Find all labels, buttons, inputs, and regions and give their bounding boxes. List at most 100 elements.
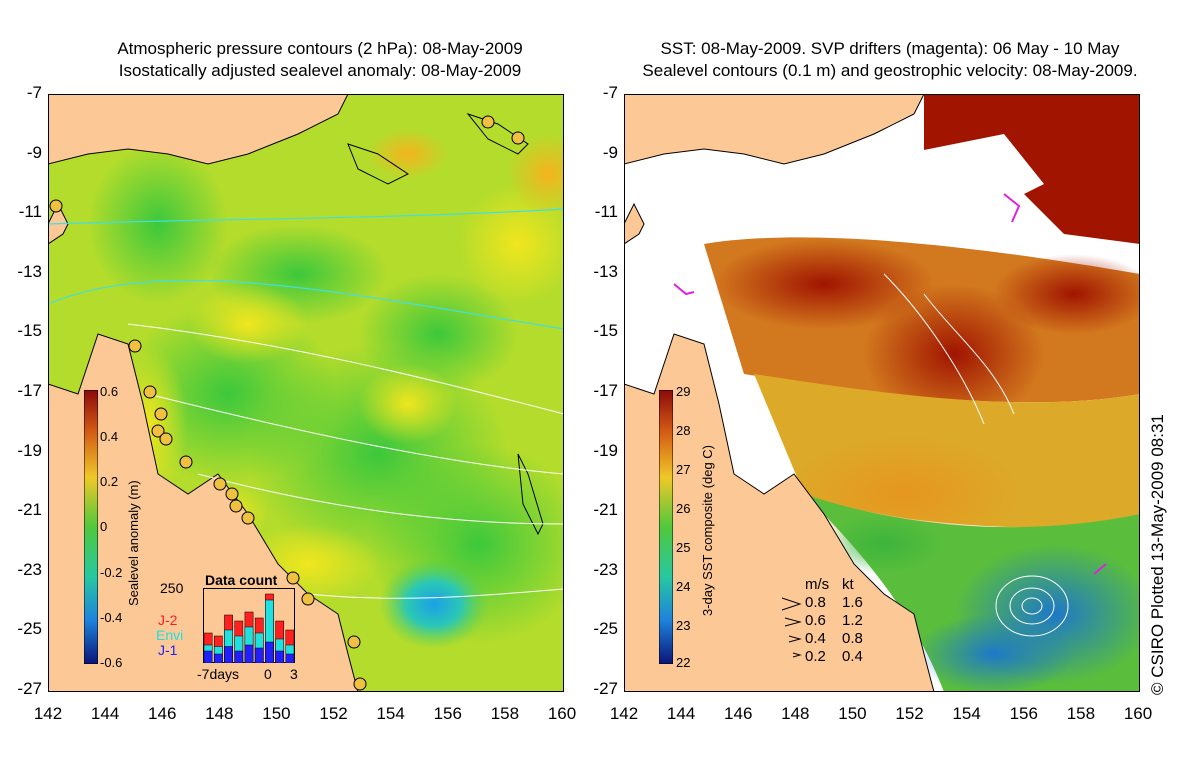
arrow-icon xyxy=(784,617,802,627)
sealevel-contour xyxy=(1021,597,1043,615)
lat-tick-right: -23 xyxy=(593,559,618,579)
anomaly-patch xyxy=(358,274,518,394)
lon-tick-right: 156 xyxy=(1009,704,1038,723)
velocity-arrows xyxy=(781,597,802,658)
sst-map[interactable] xyxy=(624,94,1140,692)
right-cbar-label: 3-day SST composite (deg C) xyxy=(700,445,715,616)
sealevel-contour xyxy=(883,273,985,425)
lat-tick-right: -17 xyxy=(593,381,618,400)
legend-j1: J-1 xyxy=(158,642,178,658)
lat-tick-left: -15 xyxy=(17,321,42,341)
arrow-icon xyxy=(781,597,802,611)
lon-tick-right: 148 xyxy=(781,704,810,723)
left-cbar-tick: 0.2 xyxy=(100,474,119,489)
velocity-kt-2: 0.8 xyxy=(842,630,863,647)
left-panel-title: Atmospheric pressure contours (2 hPa): 0… xyxy=(40,38,600,82)
lon-tick-right: 154 xyxy=(952,704,981,723)
left-title-line1: Atmospheric pressure contours (2 hPa): 0… xyxy=(117,39,523,58)
right-title-line2: Sealevel contours (0.1 m) and geostrophi… xyxy=(642,61,1138,80)
data-count-bar-j1 xyxy=(244,644,254,663)
data-count-bar-j1 xyxy=(275,650,285,663)
lon-tick-left: 144 xyxy=(90,704,120,723)
lat-tick-right: -15 xyxy=(593,321,618,341)
anomaly-low-centre xyxy=(379,559,489,649)
pressure-contour xyxy=(197,473,564,525)
pressure-contour xyxy=(48,279,564,330)
svp-drifter-track xyxy=(1093,563,1107,575)
data-count-bar-j1 xyxy=(254,647,264,663)
right-title-line1: SST: 08-May-2009. SVP drifters (magenta)… xyxy=(660,39,1120,58)
lat-tick-left: -13 xyxy=(17,261,42,281)
lon-tick-left: 142 xyxy=(33,704,63,723)
sst-patch xyxy=(864,284,1044,424)
lon-tick-left: 146 xyxy=(148,704,177,723)
velocity-legend-header-kt: kt xyxy=(842,576,854,593)
arrow-icon xyxy=(788,635,802,643)
lon-tick-right: 152 xyxy=(895,704,924,723)
png-landmass xyxy=(624,94,925,165)
left-cbar-tick: -0.2 xyxy=(100,565,123,580)
lon-tick-left: 158 xyxy=(490,704,520,723)
data-count-chart xyxy=(203,588,295,663)
lat-tick-right: -21 xyxy=(593,500,618,520)
lon-tick-left: 154 xyxy=(376,704,405,723)
lat-tick-left: -9 xyxy=(26,142,42,162)
sealevel-colorbar xyxy=(84,390,98,664)
sealevel-contour xyxy=(1009,587,1055,625)
sst-colorbar xyxy=(659,390,673,664)
lat-tick-left: -21 xyxy=(17,500,42,520)
lon-tick-right: 160 xyxy=(1123,704,1153,723)
lon-tick-right: 158 xyxy=(1066,704,1096,723)
left-cbar-tick: 0.4 xyxy=(100,429,119,444)
left-cbar-tick: -0.6 xyxy=(100,655,123,670)
lat-tick-left: -7 xyxy=(26,83,42,102)
lat-tick-left: -27 xyxy=(17,679,42,698)
island xyxy=(517,453,544,536)
legend-envi: Envi xyxy=(156,627,184,643)
data-count-bar-j1 xyxy=(224,646,233,663)
anomaly-patch xyxy=(508,134,564,214)
data-count-bar-j1 xyxy=(285,653,295,663)
data-count-bar-j1 xyxy=(234,650,244,663)
lat-tick-right: -27 xyxy=(593,679,618,698)
lat-tick-left: -17 xyxy=(17,381,42,400)
png-landmass xyxy=(48,94,349,165)
pressure-contour xyxy=(147,393,564,475)
anomaly-patch xyxy=(358,364,458,444)
pressure-contour xyxy=(48,208,564,225)
left-title-line2: Isostatically adjusted sealevel anomaly:… xyxy=(118,61,522,80)
velocity-legend-header-ms: m/s xyxy=(805,576,830,593)
cloud-patch xyxy=(904,134,1044,214)
lat-tick-right: -19 xyxy=(593,440,618,460)
data-count-xlabel-right: 3 xyxy=(290,666,298,682)
lat-tick-right: -9 xyxy=(602,142,618,162)
sealevel-anomaly-map[interactable] xyxy=(48,94,564,692)
sst-patch xyxy=(914,614,1074,692)
right-panel-title: SST: 08-May-2009. SVP drifters (magenta)… xyxy=(590,38,1190,82)
left-cbar-tick: 0 xyxy=(100,519,108,534)
svp-drifter-track xyxy=(673,283,695,296)
lon-tick-left: 160 xyxy=(547,704,577,723)
anomaly-patch xyxy=(458,184,564,304)
lat-tick-left: -19 xyxy=(17,440,42,460)
lon-tick-right: 146 xyxy=(724,704,753,723)
lon-tick-left: 152 xyxy=(319,704,348,723)
left-cbar-label: Sealevel anomaly (m) xyxy=(126,480,141,606)
right-cbar-tick: 22 xyxy=(676,655,691,670)
lat-tick-right: -7 xyxy=(602,83,618,102)
right-cbar-tick: 23 xyxy=(676,618,691,633)
pressure-contour xyxy=(307,588,564,599)
lon-tick-right: 144 xyxy=(666,704,696,723)
left-cbar-tick: -0.4 xyxy=(100,610,123,625)
lat-tick-right: -13 xyxy=(593,261,618,281)
lat-tick-left: -11 xyxy=(18,202,42,222)
legend-j2: J-2 xyxy=(158,612,178,628)
anomaly-patch xyxy=(88,144,228,304)
velocity-kt-1: 1.2 xyxy=(842,612,863,629)
data-count-bar-j1 xyxy=(203,650,213,663)
lat-tick-left: -23 xyxy=(17,559,42,579)
lon-tick-right: 150 xyxy=(838,704,867,723)
tide-gauge-markers[interactable] xyxy=(49,115,525,691)
svp-drifter-track xyxy=(1003,193,1021,223)
sealevel-contour xyxy=(923,293,1015,415)
